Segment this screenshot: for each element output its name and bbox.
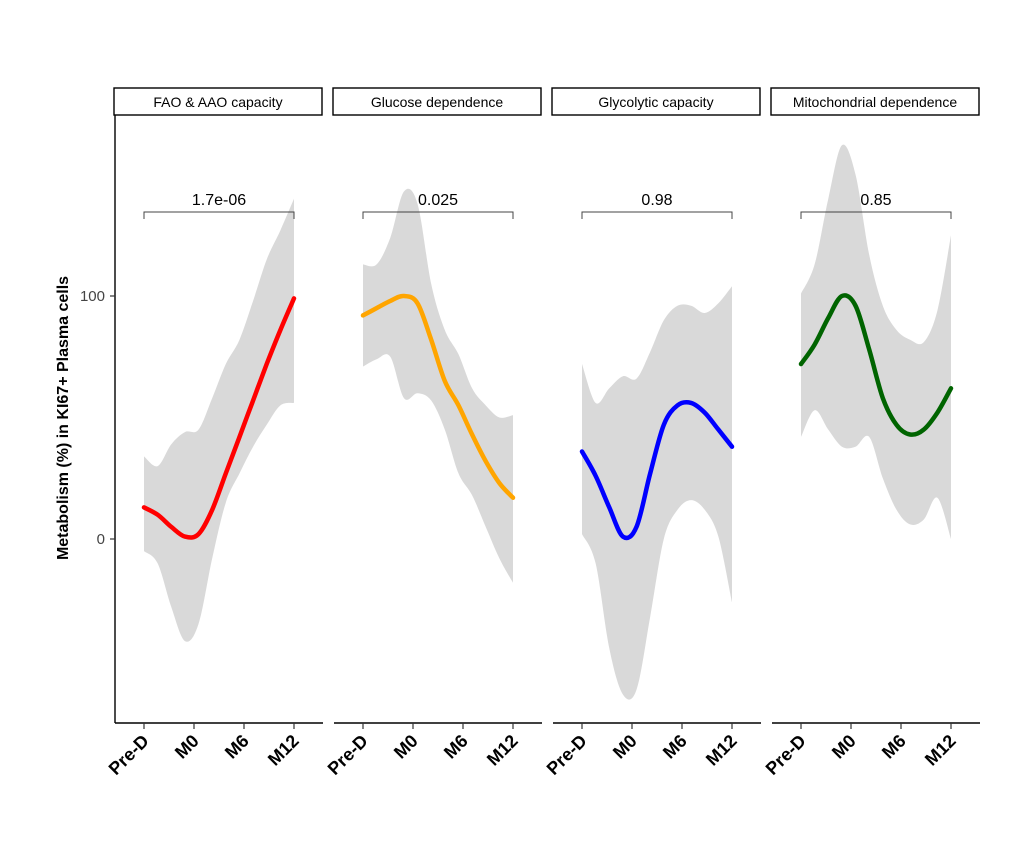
series-line: [360, 293, 516, 500]
facet-title: Glycolytic capacity: [598, 94, 713, 110]
x-tick-label: M6: [659, 731, 691, 763]
facet-strip: Glycolytic capacity: [551, 87, 761, 116]
x-tick-label: Pre-D: [762, 731, 810, 779]
y-tick-label: 100: [80, 288, 105, 305]
facet-strip-box: [551, 87, 761, 116]
x-tick-label: M0: [828, 731, 860, 763]
facet-title: FAO & AAO capacity: [153, 94, 282, 110]
facet-title: Glucose dependence: [371, 94, 504, 110]
significance-bracket: [800, 211, 952, 219]
y-axis-title: Metabolism (%) in KI67+ Plasma cells: [55, 276, 72, 560]
p-value-label: 0.025: [418, 192, 458, 209]
x-tick-label: M0: [390, 731, 422, 763]
y-tick-label: 0: [97, 531, 105, 548]
confidence-band: [144, 198, 294, 642]
series-line: [798, 293, 954, 437]
p-value-label: 0.98: [641, 192, 672, 209]
facet-panel: FAO & AAO capacity 1.7e-06 Pre-D M0 M6 M12: [105, 87, 323, 779]
facet-strip: FAO & AAO capacity: [113, 87, 323, 116]
x-tick-label: M12: [921, 731, 960, 770]
facet-strip: Mitochondrial dependence: [770, 87, 980, 116]
facet-title: Mitochondrial dependence: [793, 94, 957, 110]
facet-strip-box: [113, 87, 323, 116]
facet-strip: Glucose dependence: [332, 87, 542, 116]
confidence-band: [363, 188, 513, 583]
x-tick-label: M0: [609, 731, 641, 763]
x-tick-label: Pre-D: [543, 731, 591, 779]
significance-bracket: [362, 211, 514, 219]
confidence-band: [801, 144, 951, 539]
series-line: [579, 399, 735, 541]
x-tick-label: M0: [171, 731, 203, 763]
facet-panel: Glycolytic capacity 0.98 Pre-D M0 M6 M12: [543, 87, 761, 779]
facet-strip-box: [770, 87, 980, 116]
x-tick-label: M6: [221, 731, 253, 763]
x-tick-label: M12: [702, 731, 741, 770]
facet-panel: Mitochondrial dependence 0.85 Pre-D M0 M6 M12: [762, 87, 980, 779]
series-line: [141, 296, 297, 540]
facet-strip-box: [332, 87, 542, 116]
x-tick-label: M6: [440, 731, 472, 763]
facet-panel: Glucose dependence 0.025 Pre-D M0 M6 M12: [324, 87, 542, 779]
x-tick-label: M12: [264, 731, 303, 770]
p-value-label: 1.7e-06: [192, 192, 246, 209]
p-value-label: 0.85: [860, 192, 891, 209]
confidence-band: [582, 286, 732, 700]
x-tick-label: Pre-D: [324, 731, 372, 779]
x-tick-label: M12: [483, 731, 522, 770]
y-axis: 0 100: [80, 115, 116, 723]
x-tick-label: M6: [878, 731, 910, 763]
significance-bracket: [581, 211, 733, 219]
x-tick-label: Pre-D: [105, 731, 153, 779]
significance-bracket: [143, 211, 295, 219]
